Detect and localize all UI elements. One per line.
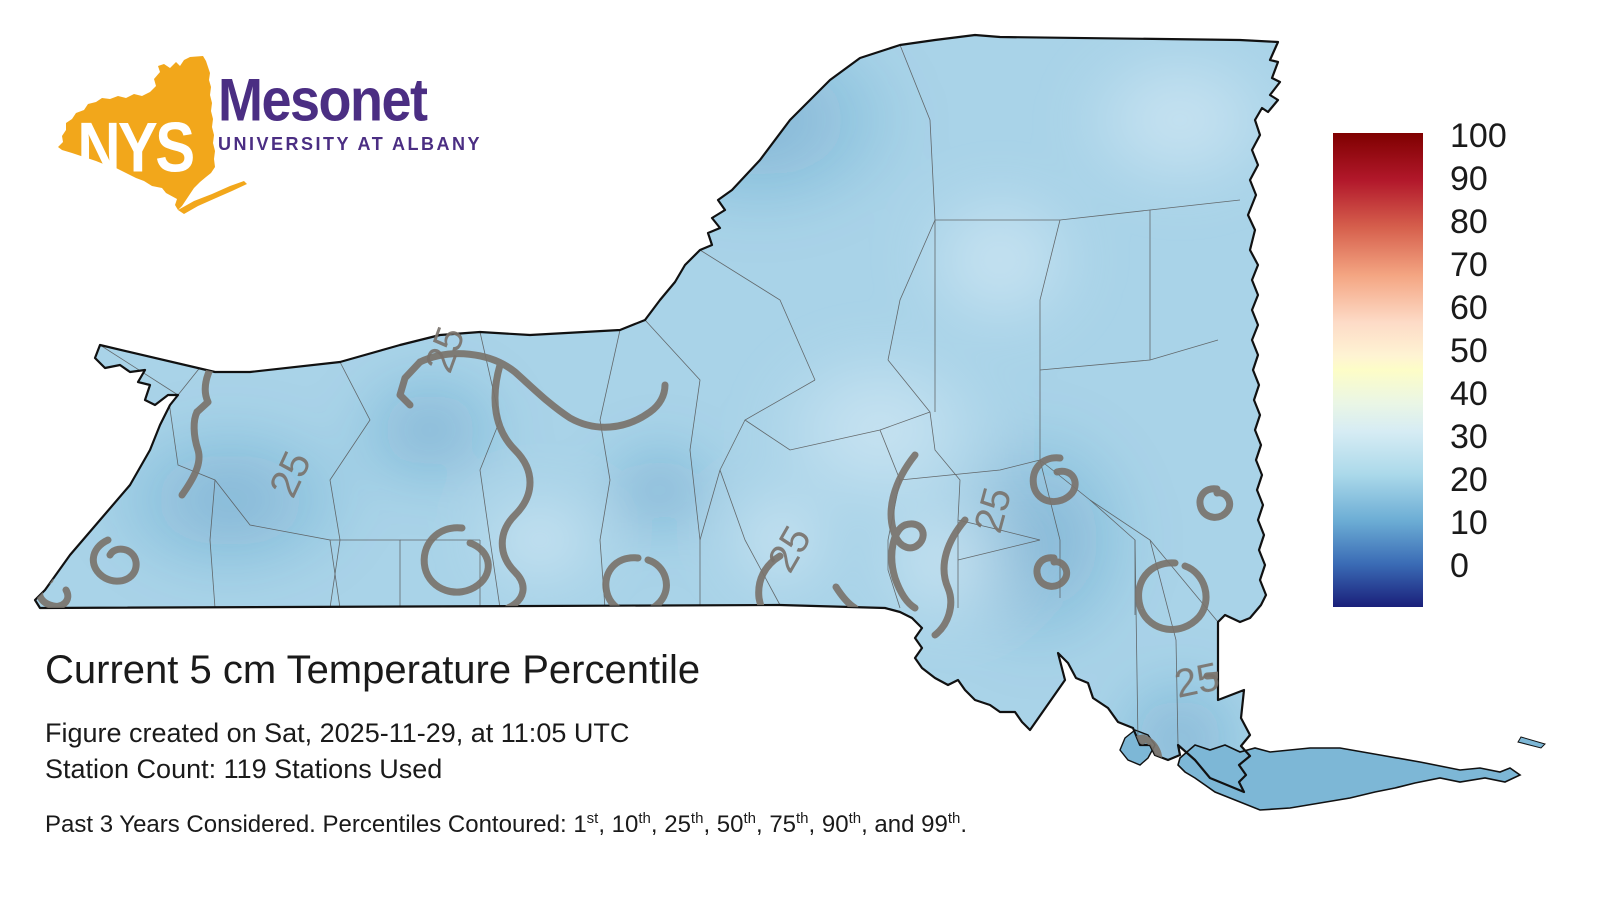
svg-text:70: 70 [1450, 246, 1488, 284]
svg-text:90: 90 [1450, 160, 1488, 198]
svg-text:60: 60 [1450, 289, 1488, 327]
svg-text:10: 10 [1450, 504, 1488, 542]
svg-text:100: 100 [1450, 117, 1507, 155]
svg-text:0: 0 [1450, 547, 1469, 585]
svg-text:80: 80 [1450, 203, 1488, 241]
svg-text:50: 50 [1450, 332, 1488, 370]
svg-text:40: 40 [1450, 375, 1488, 413]
svg-text:30: 30 [1450, 418, 1488, 456]
svg-text:25: 25 [1171, 655, 1224, 707]
svg-text:20: 20 [1450, 461, 1488, 499]
